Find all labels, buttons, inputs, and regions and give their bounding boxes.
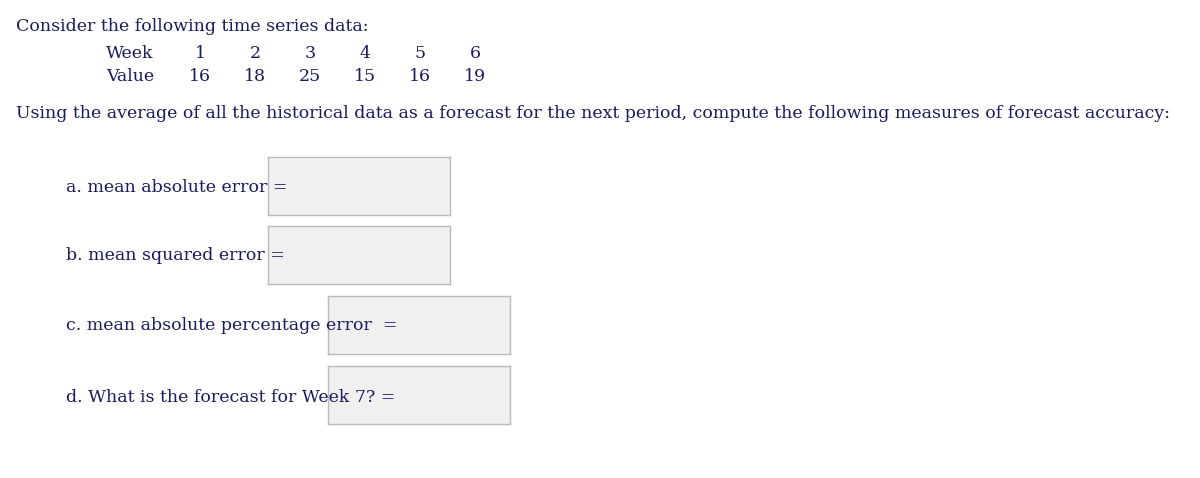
Text: Using the average of all the historical data as a forecast for the next period, : Using the average of all the historical … (16, 105, 1170, 122)
Text: 2: 2 (250, 45, 260, 62)
Text: d. What is the forecast for Week 7? =: d. What is the forecast for Week 7? = (66, 389, 395, 405)
Text: a. mean absolute error =: a. mean absolute error = (66, 180, 288, 196)
Text: 19: 19 (464, 68, 486, 85)
Text: 25: 25 (299, 68, 322, 85)
Text: 16: 16 (190, 68, 211, 85)
Text: 3: 3 (305, 45, 316, 62)
Text: 1: 1 (194, 45, 205, 62)
Text: 16: 16 (409, 68, 431, 85)
Text: 18: 18 (244, 68, 266, 85)
Text: 6: 6 (469, 45, 480, 62)
Text: Consider the following time series data:: Consider the following time series data: (16, 18, 368, 35)
Text: 4: 4 (360, 45, 371, 62)
Text: 5: 5 (414, 45, 426, 62)
Text: b. mean squared error =: b. mean squared error = (66, 248, 284, 264)
Text: c. mean absolute percentage error  =: c. mean absolute percentage error = (66, 317, 397, 335)
Text: Value: Value (106, 68, 154, 85)
Text: 15: 15 (354, 68, 376, 85)
Text: Week: Week (107, 45, 154, 62)
